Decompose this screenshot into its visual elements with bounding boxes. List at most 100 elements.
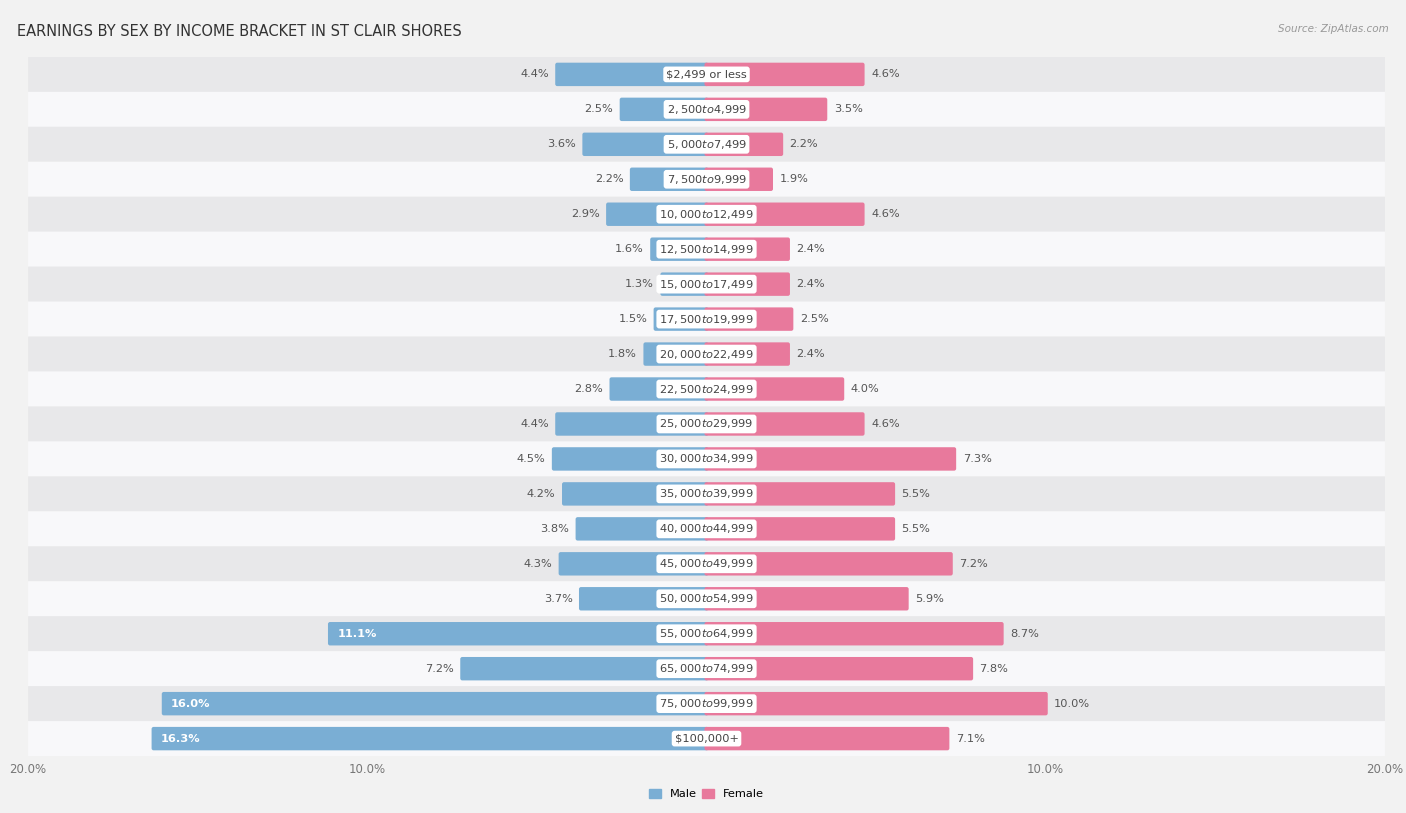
Text: $17,500 to $19,999: $17,500 to $19,999	[659, 313, 754, 325]
FancyBboxPatch shape	[654, 307, 709, 331]
FancyBboxPatch shape	[460, 657, 709, 680]
Text: 4.6%: 4.6%	[872, 419, 900, 429]
Text: 2.4%: 2.4%	[796, 279, 825, 289]
Text: 7.1%: 7.1%	[956, 733, 984, 744]
FancyBboxPatch shape	[28, 511, 1385, 546]
FancyBboxPatch shape	[704, 447, 956, 471]
Text: 2.5%: 2.5%	[800, 314, 828, 324]
Text: $100,000+: $100,000+	[675, 733, 738, 744]
Text: 2.4%: 2.4%	[796, 244, 825, 254]
FancyBboxPatch shape	[704, 692, 1047, 715]
FancyBboxPatch shape	[704, 98, 827, 121]
FancyBboxPatch shape	[555, 412, 709, 436]
FancyBboxPatch shape	[28, 372, 1385, 406]
Text: $2,500 to $4,999: $2,500 to $4,999	[666, 103, 747, 115]
FancyBboxPatch shape	[28, 57, 1385, 92]
Text: $30,000 to $34,999: $30,000 to $34,999	[659, 453, 754, 465]
Text: 3.7%: 3.7%	[544, 593, 572, 604]
FancyBboxPatch shape	[28, 441, 1385, 476]
FancyBboxPatch shape	[28, 616, 1385, 651]
Text: $12,500 to $14,999: $12,500 to $14,999	[659, 243, 754, 255]
Text: 5.5%: 5.5%	[901, 489, 931, 499]
Text: 4.2%: 4.2%	[527, 489, 555, 499]
Text: $22,500 to $24,999: $22,500 to $24,999	[659, 383, 754, 395]
FancyBboxPatch shape	[28, 686, 1385, 721]
FancyBboxPatch shape	[28, 197, 1385, 232]
FancyBboxPatch shape	[650, 237, 709, 261]
Text: $10,000 to $12,499: $10,000 to $12,499	[659, 208, 754, 220]
Text: 4.4%: 4.4%	[520, 419, 548, 429]
Text: $75,000 to $99,999: $75,000 to $99,999	[659, 698, 754, 710]
FancyBboxPatch shape	[152, 727, 709, 750]
Text: 2.8%: 2.8%	[574, 384, 603, 394]
FancyBboxPatch shape	[28, 546, 1385, 581]
FancyBboxPatch shape	[562, 482, 709, 506]
Text: $20,000 to $22,499: $20,000 to $22,499	[659, 348, 754, 360]
Text: 16.3%: 16.3%	[160, 733, 201, 744]
Text: 2.9%: 2.9%	[571, 209, 600, 220]
FancyBboxPatch shape	[704, 342, 790, 366]
Text: $25,000 to $29,999: $25,000 to $29,999	[659, 418, 754, 430]
Text: 8.7%: 8.7%	[1010, 628, 1039, 639]
Text: 4.6%: 4.6%	[872, 209, 900, 220]
Text: $50,000 to $54,999: $50,000 to $54,999	[659, 593, 754, 605]
Text: 4.6%: 4.6%	[872, 69, 900, 80]
FancyBboxPatch shape	[28, 232, 1385, 267]
Text: $55,000 to $64,999: $55,000 to $64,999	[659, 628, 754, 640]
FancyBboxPatch shape	[620, 98, 709, 121]
FancyBboxPatch shape	[28, 581, 1385, 616]
FancyBboxPatch shape	[644, 342, 709, 366]
Text: 4.4%: 4.4%	[520, 69, 548, 80]
FancyBboxPatch shape	[28, 337, 1385, 372]
FancyBboxPatch shape	[704, 272, 790, 296]
FancyBboxPatch shape	[704, 657, 973, 680]
FancyBboxPatch shape	[704, 202, 865, 226]
Legend: Male, Female: Male, Female	[650, 789, 763, 799]
FancyBboxPatch shape	[606, 202, 709, 226]
FancyBboxPatch shape	[704, 133, 783, 156]
FancyBboxPatch shape	[162, 692, 709, 715]
Text: 3.6%: 3.6%	[547, 139, 576, 150]
FancyBboxPatch shape	[704, 552, 953, 576]
Text: $35,000 to $39,999: $35,000 to $39,999	[659, 488, 754, 500]
FancyBboxPatch shape	[28, 267, 1385, 302]
FancyBboxPatch shape	[704, 307, 793, 331]
FancyBboxPatch shape	[28, 721, 1385, 756]
Text: 4.3%: 4.3%	[523, 559, 553, 569]
FancyBboxPatch shape	[661, 272, 709, 296]
FancyBboxPatch shape	[704, 377, 844, 401]
FancyBboxPatch shape	[579, 587, 709, 611]
FancyBboxPatch shape	[28, 127, 1385, 162]
Text: 5.9%: 5.9%	[915, 593, 943, 604]
Text: $45,000 to $49,999: $45,000 to $49,999	[659, 558, 754, 570]
FancyBboxPatch shape	[704, 63, 865, 86]
Text: 1.9%: 1.9%	[779, 174, 808, 185]
Text: 4.5%: 4.5%	[516, 454, 546, 464]
FancyBboxPatch shape	[28, 476, 1385, 511]
FancyBboxPatch shape	[704, 517, 896, 541]
Text: 2.5%: 2.5%	[585, 104, 613, 115]
FancyBboxPatch shape	[704, 587, 908, 611]
Text: 1.3%: 1.3%	[626, 279, 654, 289]
FancyBboxPatch shape	[610, 377, 709, 401]
FancyBboxPatch shape	[28, 162, 1385, 197]
Text: 4.0%: 4.0%	[851, 384, 879, 394]
FancyBboxPatch shape	[28, 92, 1385, 127]
FancyBboxPatch shape	[558, 552, 709, 576]
FancyBboxPatch shape	[28, 302, 1385, 337]
Text: $40,000 to $44,999: $40,000 to $44,999	[659, 523, 754, 535]
FancyBboxPatch shape	[582, 133, 709, 156]
Text: 2.4%: 2.4%	[796, 349, 825, 359]
Text: 16.0%: 16.0%	[172, 698, 211, 709]
FancyBboxPatch shape	[575, 517, 709, 541]
Text: $7,500 to $9,999: $7,500 to $9,999	[666, 173, 747, 185]
FancyBboxPatch shape	[704, 622, 1004, 646]
FancyBboxPatch shape	[704, 237, 790, 261]
Text: 3.8%: 3.8%	[540, 524, 569, 534]
FancyBboxPatch shape	[704, 727, 949, 750]
FancyBboxPatch shape	[555, 63, 709, 86]
Text: 2.2%: 2.2%	[790, 139, 818, 150]
Text: Source: ZipAtlas.com: Source: ZipAtlas.com	[1278, 24, 1389, 34]
Text: 5.5%: 5.5%	[901, 524, 931, 534]
FancyBboxPatch shape	[704, 167, 773, 191]
